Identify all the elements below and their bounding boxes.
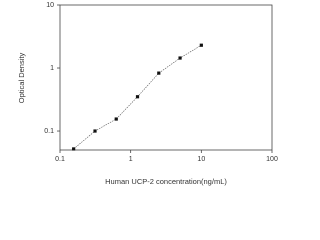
y-tick-label: 10	[46, 2, 54, 9]
data-point	[114, 117, 118, 121]
x-tick-label: 10	[197, 156, 205, 163]
x-tick-label: 0.1	[55, 156, 65, 163]
x-tick-label: 1	[129, 156, 133, 163]
plot-frame	[59, 4, 273, 151]
y-tick-label: 0.1	[44, 128, 54, 135]
chart: Human UCP-2 concentration(ng/mL) Optical…	[17, 2, 278, 186]
y-tick-label: 1	[50, 65, 54, 72]
data-point	[72, 147, 76, 151]
x-tick-label: 100	[266, 156, 278, 163]
x-axis-title: Human UCP-2 concentration(ng/mL)	[105, 177, 227, 186]
data-point	[178, 56, 182, 60]
y-axis-title: Optical Density	[17, 53, 26, 104]
data-point	[93, 129, 97, 133]
data-point	[199, 43, 203, 47]
data-point	[157, 71, 161, 75]
data-point	[135, 95, 140, 99]
